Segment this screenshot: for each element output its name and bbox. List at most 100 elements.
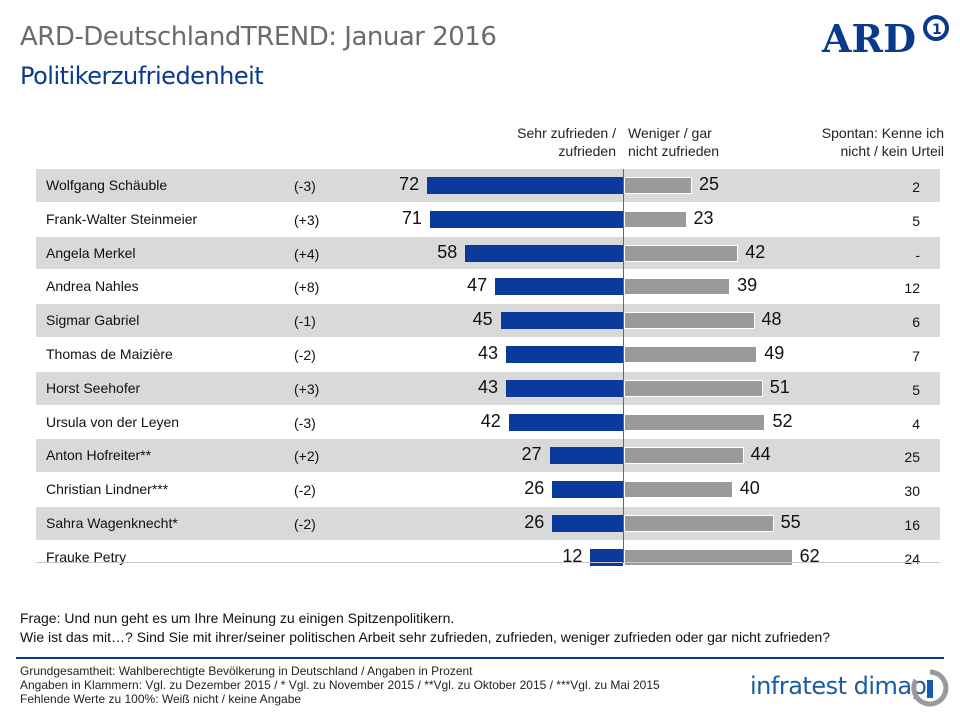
zero-axis [623, 169, 624, 563]
change-value: (+3) [294, 211, 320, 228]
change-value: (+4) [294, 245, 320, 262]
dissatisfied-value-label: 48 [761, 309, 782, 330]
dissatisfied-value-label: 40 [739, 478, 760, 499]
ard-logo-text: ARD [821, 16, 916, 60]
spontan-value: 25 [904, 449, 920, 466]
note-line2: Angaben in Klammern: Vgl. zu Dezember 20… [20, 678, 660, 692]
dissatisfied-bar [624, 413, 766, 431]
dissatisfied-bar [624, 345, 758, 363]
satisfied-bar [465, 244, 623, 262]
chart-row: Sahra Wagenknecht* (-2) 26 55 16 [36, 506, 940, 541]
dissatisfied-value-label: 39 [737, 275, 758, 296]
dissatisfied-bar [624, 278, 731, 296]
satisfied-bar [427, 177, 623, 194]
dissatisfied-bar [624, 548, 793, 566]
chart-rows: Wolfgang Schäuble (-3) 72 25 2 Frank-Walter S… [36, 169, 940, 575]
spontan-value: 7 [912, 347, 920, 364]
satisfied-bar [506, 379, 623, 397]
satisfied-bar [500, 312, 623, 330]
dissatisfied-bar [624, 481, 733, 499]
change-value: (-1) [294, 313, 316, 330]
spontan-header-line1: Spontan: Kenne ich [821, 125, 944, 141]
politician-name: Ursula von der Leyen [46, 413, 180, 430]
dissatisfied-bar [624, 244, 739, 262]
satisfied-value-label: 27 [521, 444, 542, 465]
satisfied-bar [549, 447, 623, 465]
dissatisfied-value-label: 62 [799, 545, 820, 566]
satisfied-bar [508, 413, 623, 431]
politician-name: Horst Seehofer [46, 379, 141, 396]
dissatisfied-bar [624, 514, 774, 532]
politician-name: Thomas de Maizière [46, 345, 173, 362]
satisfied-value-label: 26 [524, 478, 545, 499]
question-text: Frage: Und nun geht es um Ihre Meinung z… [20, 609, 830, 647]
dissatisfied-bar [624, 379, 763, 397]
change-value: (-3) [294, 178, 316, 194]
dissatisfied-value-label: 42 [745, 241, 766, 262]
change-value: (+8) [294, 279, 320, 296]
question-line1: Frage: Und nun geht es um Ihre Meinung z… [20, 610, 455, 626]
satisfied-bar [590, 548, 623, 566]
chart-row: Frank-Walter Steinmeier (+3) 71 23 5 [36, 202, 940, 237]
change-value: (-2) [294, 346, 316, 363]
spontan-value: 4 [912, 415, 920, 432]
chart-row: Christian Lindner*** (-2) 26 40 30 [36, 473, 940, 507]
dissatisfied-bar [624, 177, 692, 194]
change-value: (-2) [294, 515, 316, 532]
dissatisfied-value-label: 49 [764, 342, 785, 363]
satisfied-value-label: 43 [478, 342, 499, 363]
spontan-value: 6 [912, 314, 920, 331]
chart-row: Thomas de Maizière (-2) 43 49 7 [36, 337, 940, 372]
svg-text:1: 1 [932, 22, 942, 38]
chart-row: Frauke Petry 12 62 24 [36, 540, 940, 575]
chart-row: Angela Merkel (+4) 58 42 - [36, 236, 940, 271]
satisfied-value-label: 26 [524, 511, 545, 532]
satisfied-bar [552, 514, 623, 532]
spontan-value: 5 [912, 381, 920, 398]
infratest-brand: infratest dimap [750, 672, 927, 700]
politician-name: Sahra Wagenknecht* [46, 514, 178, 531]
satisfied-value-label: 12 [562, 545, 583, 566]
footer-divider [16, 657, 944, 659]
note-line1: Grundgesamtheit: Wahlberechtigte Bevölke… [20, 664, 473, 678]
spontan-value: - [915, 246, 920, 263]
change-value: (+3) [294, 380, 320, 397]
satisfied-value-label: 58 [437, 241, 458, 262]
chart-row: Horst Seehofer (+3) 43 51 5 [36, 371, 940, 406]
satisfied-value-label: 42 [480, 410, 501, 431]
satisfied-value-label: 47 [467, 275, 488, 296]
politician-name: Frank-Walter Steinmeier [46, 210, 198, 227]
satisfied-value-label: 43 [478, 376, 499, 397]
spontan-header-line2: nicht / kein Urteil [840, 143, 944, 159]
negative-header-line1: Weniger / gar [628, 125, 712, 141]
satisfied-bar [429, 210, 623, 228]
infratest-logo-icon [911, 669, 949, 707]
chart-row: Sigmar Gabriel (-1) 45 48 6 [36, 304, 940, 338]
satisfied-value-label: 71 [401, 207, 422, 228]
note-line3: Fehlende Werte zu 100%: Weiß nicht / kei… [20, 692, 302, 706]
chart-row: Wolfgang Schäuble (-3) 72 25 2 [36, 169, 940, 203]
spontan-column-header: Spontan: Kenne ich nicht / kein Urteil [822, 124, 944, 160]
positive-header-line2: zufrieden [558, 143, 616, 159]
positive-header-line1: Sehr zufrieden / [517, 125, 616, 141]
chart-row: Anton Hofreiter** (+2) 27 44 25 [36, 439, 940, 474]
satisfied-value-label: 45 [472, 309, 493, 330]
dissatisfied-bar [624, 312, 755, 330]
satisfied-bar [506, 345, 623, 363]
spontan-value: 12 [904, 280, 920, 297]
dissatisfied-value-label: 51 [769, 376, 790, 397]
politician-name: Frauke Petry [46, 548, 127, 565]
dissatisfied-value-label: 23 [693, 207, 714, 228]
satisfied-bar [495, 278, 623, 296]
dissatisfied-value-label: 25 [699, 174, 720, 194]
negative-column-header: Weniger / gar nicht zufrieden [628, 124, 719, 160]
chart-row: Ursula von der Leyen (-3) 42 52 4 [36, 405, 940, 440]
politician-name: Andrea Nahles [46, 278, 139, 295]
positive-column-header: Sehr zufrieden / zufrieden [517, 124, 616, 160]
dissatisfied-value-label: 44 [750, 444, 771, 465]
change-value: (+2) [294, 448, 320, 465]
change-value: (-2) [294, 482, 316, 499]
politician-name: Christian Lindner*** [46, 481, 169, 498]
satisfied-value-label: 72 [399, 174, 420, 194]
page-title: ARD-DeutschlandTREND: Januar 2016 [20, 22, 497, 52]
